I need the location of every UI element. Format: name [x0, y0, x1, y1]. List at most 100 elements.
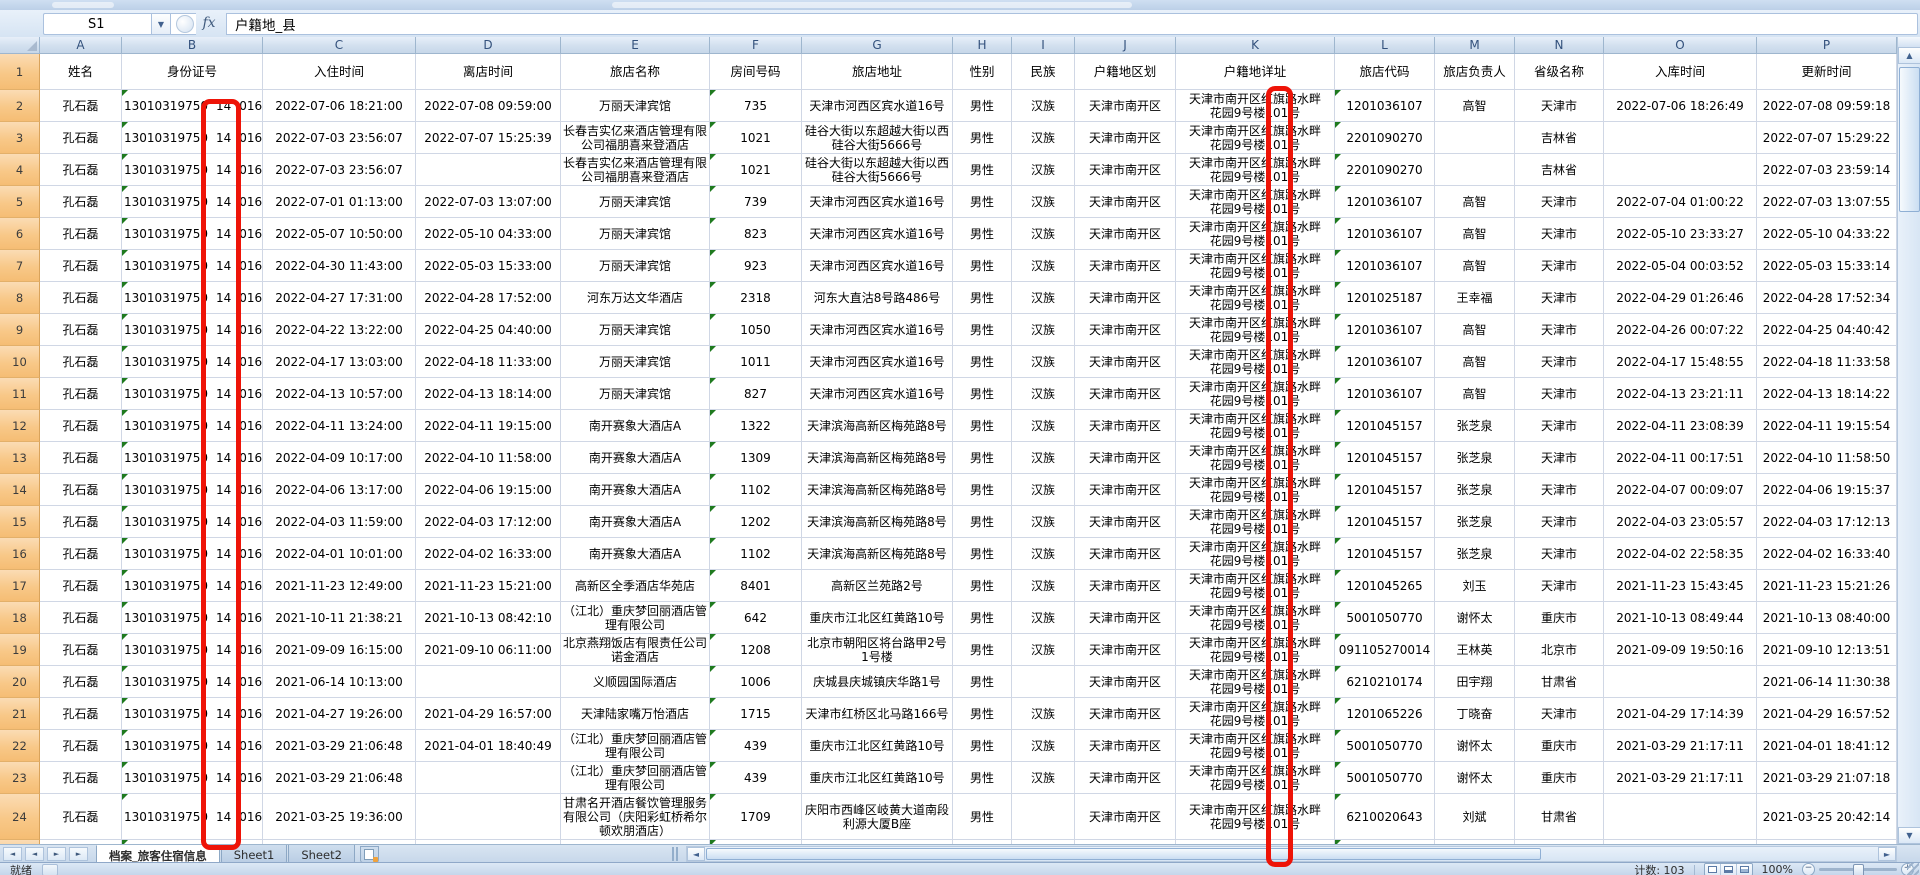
row-header-10[interactable]: 10	[0, 346, 40, 378]
cell-M9[interactable]: 高智	[1435, 314, 1515, 346]
cell-P13[interactable]: 2022-04-10 11:58:50	[1757, 442, 1897, 474]
cell-E8[interactable]: 河东万达文华酒店	[561, 282, 710, 314]
cell-P4[interactable]: 2022-07-03 23:59:14	[1757, 154, 1897, 186]
cell-M3[interactable]	[1435, 122, 1515, 154]
next-sheet-button[interactable]: ►	[47, 847, 66, 861]
cell-E22[interactable]: （江北）重庆梦回丽酒店管理有限公司	[561, 730, 710, 762]
cell-P19[interactable]: 2021-09-10 12:13:51	[1757, 634, 1897, 666]
zoom-out-icon[interactable]: −	[1802, 863, 1815, 875]
prev-sheet-button[interactable]: ◄	[25, 847, 44, 861]
cell-P8[interactable]: 2022-04-28 17:52:34	[1757, 282, 1897, 314]
cell-B13[interactable]: 13010319750 14 016	[122, 442, 263, 474]
cell-O23[interactable]: 2021-03-29 21:17:11	[1604, 762, 1757, 794]
cell-M18[interactable]: 谢怀太	[1435, 602, 1515, 634]
cell-G8[interactable]: 河东大直沽8号路486号	[802, 282, 953, 314]
cell-I9[interactable]: 汉族	[1012, 314, 1075, 346]
cell-D19[interactable]: 2021-09-10 06:11:00	[416, 634, 561, 666]
macro-record-icon[interactable]	[42, 863, 58, 875]
cell-C3[interactable]: 2022-07-03 23:56:07	[263, 122, 416, 154]
cell-I3[interactable]: 汉族	[1012, 122, 1075, 154]
cell-O11[interactable]: 2022-04-13 23:21:11	[1604, 378, 1757, 410]
cell-A25[interactable]	[40, 840, 122, 844]
cell-P7[interactable]: 2022-05-03 15:33:14	[1757, 250, 1897, 282]
cell-F9[interactable]: 1050	[710, 314, 802, 346]
cell-N21[interactable]: 天津市	[1515, 698, 1604, 730]
cell-K1[interactable]: 户籍地详址	[1176, 54, 1335, 90]
cell-N19[interactable]: 北京市	[1515, 634, 1604, 666]
col-header-L[interactable]: L	[1335, 37, 1435, 54]
page-layout-view-icon[interactable]	[1720, 864, 1737, 875]
cell-H4[interactable]: 男性	[953, 154, 1012, 186]
row-header-5[interactable]: 5	[0, 186, 40, 218]
cell-D12[interactable]: 2022-04-11 19:15:00	[416, 410, 561, 442]
col-header-H[interactable]: H	[953, 37, 1012, 54]
cell-M19[interactable]: 王林英	[1435, 634, 1515, 666]
cell-D18[interactable]: 2021-10-13 08:42:10	[416, 602, 561, 634]
cell-B21[interactable]: 13010319750 14 016	[122, 698, 263, 730]
row-header-25[interactable]: 25	[0, 840, 40, 844]
cell-G3[interactable]: 硅谷大街以东超越大街以西硅谷大街5666号	[802, 122, 953, 154]
sheet-tab-1[interactable]: 档案_旅客住宿信息	[96, 845, 220, 865]
cell-F18[interactable]: 642	[710, 602, 802, 634]
cell-N4[interactable]: 吉林省	[1515, 154, 1604, 186]
normal-view-icon[interactable]	[1704, 864, 1721, 875]
cell-L20[interactable]: 6210210174	[1335, 666, 1435, 698]
cell-D6[interactable]: 2022-05-10 04:33:00	[416, 218, 561, 250]
col-header-K[interactable]: K	[1176, 37, 1335, 54]
cell-O15[interactable]: 2022-04-03 23:05:57	[1604, 506, 1757, 538]
cell-K15[interactable]: 天津市南开区红旗路水畔 花园9号楼101号	[1176, 506, 1335, 538]
cell-I25[interactable]	[1012, 840, 1075, 844]
cell-M10[interactable]: 高智	[1435, 346, 1515, 378]
cell-O9[interactable]: 2022-04-26 00:07:22	[1604, 314, 1757, 346]
first-sheet-button[interactable]: ◄	[3, 847, 22, 861]
cell-H13[interactable]: 男性	[953, 442, 1012, 474]
cell-G17[interactable]: 高新区兰苑路2号	[802, 570, 953, 602]
cell-M22[interactable]: 谢怀太	[1435, 730, 1515, 762]
cell-J25[interactable]	[1075, 840, 1176, 844]
cell-G18[interactable]: 重庆市江北区红黄路10号	[802, 602, 953, 634]
cell-A21[interactable]: 孔石磊	[40, 698, 122, 730]
row-header-2[interactable]: 2	[0, 90, 40, 122]
cell-L9[interactable]: 1201036107	[1335, 314, 1435, 346]
cell-I6[interactable]: 汉族	[1012, 218, 1075, 250]
cell-M21[interactable]: 丁晓奋	[1435, 698, 1515, 730]
cell-G9[interactable]: 天津市河西区宾水道16号	[802, 314, 953, 346]
cell-K25[interactable]: 天津市南开区红旗路水畔	[1176, 840, 1335, 844]
scroll-up-icon[interactable]: ▲	[1898, 47, 1920, 64]
cell-I4[interactable]: 汉族	[1012, 154, 1075, 186]
cell-C10[interactable]: 2022-04-17 13:03:00	[263, 346, 416, 378]
cell-A5[interactable]: 孔石磊	[40, 186, 122, 218]
cell-C7[interactable]: 2022-04-30 11:43:00	[263, 250, 416, 282]
cell-B12[interactable]: 13010319750 14 016	[122, 410, 263, 442]
scroll-left-icon[interactable]: ◄	[687, 847, 705, 861]
cell-O10[interactable]: 2022-04-17 15:48:55	[1604, 346, 1757, 378]
cell-F20[interactable]: 1006	[710, 666, 802, 698]
cell-M25[interactable]	[1435, 840, 1515, 844]
cell-M6[interactable]: 高智	[1435, 218, 1515, 250]
cell-N13[interactable]: 天津市	[1515, 442, 1604, 474]
cell-A13[interactable]: 孔石磊	[40, 442, 122, 474]
cell-B15[interactable]: 13010319750 14 016	[122, 506, 263, 538]
cell-J10[interactable]: 天津市南开区	[1075, 346, 1176, 378]
resize-grip[interactable]	[1907, 863, 1919, 875]
col-header-I[interactable]: I	[1012, 37, 1075, 54]
cell-A6[interactable]: 孔石磊	[40, 218, 122, 250]
cell-D17[interactable]: 2021-11-23 15:21:00	[416, 570, 561, 602]
cell-C5[interactable]: 2022-07-01 01:13:00	[263, 186, 416, 218]
cell-F5[interactable]: 739	[710, 186, 802, 218]
cell-C6[interactable]: 2022-05-07 10:50:00	[263, 218, 416, 250]
cell-P2[interactable]: 2022-07-08 09:59:18	[1757, 90, 1897, 122]
cell-D15[interactable]: 2022-04-03 17:12:00	[416, 506, 561, 538]
cell-I5[interactable]: 汉族	[1012, 186, 1075, 218]
cell-M4[interactable]	[1435, 154, 1515, 186]
cell-H3[interactable]: 男性	[953, 122, 1012, 154]
cell-J6[interactable]: 天津市南开区	[1075, 218, 1176, 250]
cell-E6[interactable]: 万丽天津宾馆	[561, 218, 710, 250]
cell-K14[interactable]: 天津市南开区红旗路水畔 花园9号楼101号	[1176, 474, 1335, 506]
cell-C1[interactable]: 入住时间	[263, 54, 416, 90]
cell-O2[interactable]: 2022-07-06 18:26:49	[1604, 90, 1757, 122]
row-header-8[interactable]: 8	[0, 282, 40, 314]
cell-F13[interactable]: 1309	[710, 442, 802, 474]
row-header-19[interactable]: 19	[0, 634, 40, 666]
cell-J17[interactable]: 天津市南开区	[1075, 570, 1176, 602]
